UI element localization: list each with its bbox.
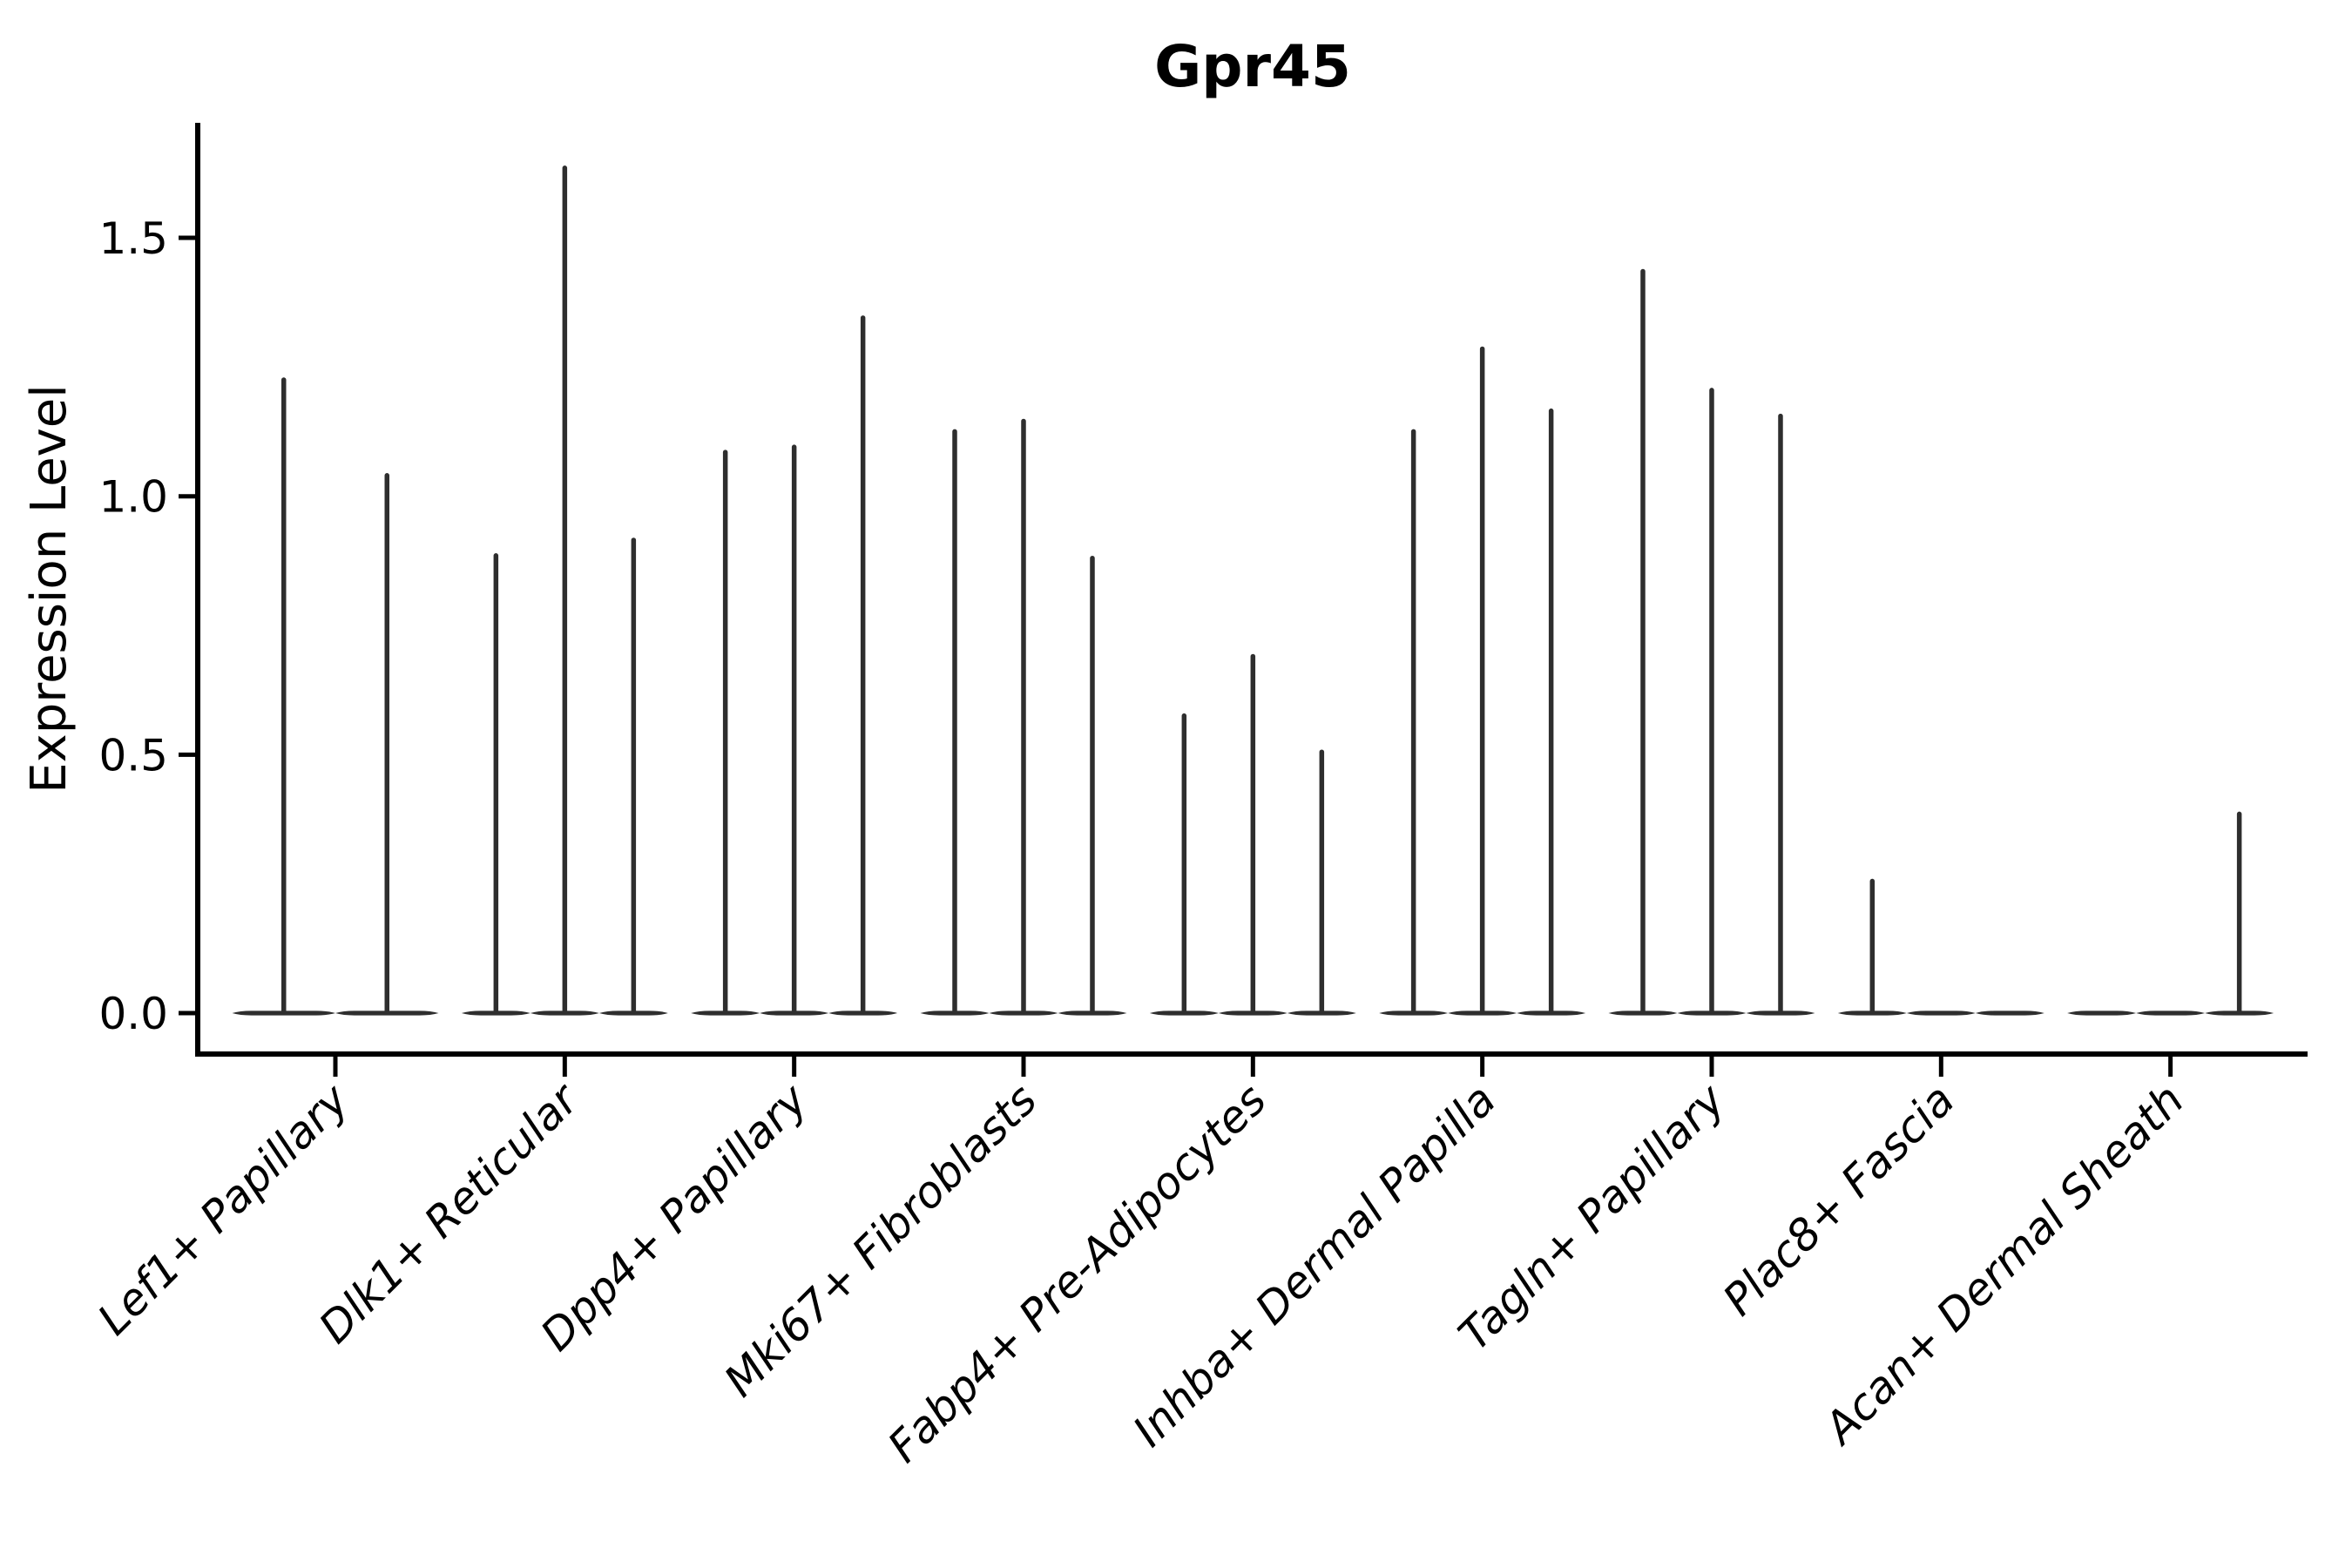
x-tick-label: Acan+ Dermal Sheath xyxy=(1813,1074,2193,1455)
y-tick-label: 1.0 xyxy=(98,472,168,523)
plot-title: Gpr45 xyxy=(1154,33,1351,100)
x-tick-label: Plac8+ Fascia xyxy=(1713,1074,1964,1325)
x-tick-label: Lef1+ Papillary xyxy=(88,1073,359,1344)
violin-base xyxy=(1975,1010,2044,1016)
violin-layer xyxy=(232,166,2274,1016)
violin-base xyxy=(1906,1010,1976,1016)
violin-base xyxy=(2136,1010,2206,1016)
y-axis-label: Expression Level xyxy=(21,384,78,794)
violin-base xyxy=(2067,1010,2137,1016)
y-tick-label: 0.0 xyxy=(98,989,168,1039)
x-tick-label: Inhba+ Dermal Papilla xyxy=(1124,1074,1505,1456)
x-tick-label: Fabp4+ Pre-Adipocytes xyxy=(878,1074,1276,1472)
y-tick-label: 1.5 xyxy=(98,213,168,264)
y-tick-label: 0.5 xyxy=(98,730,168,781)
